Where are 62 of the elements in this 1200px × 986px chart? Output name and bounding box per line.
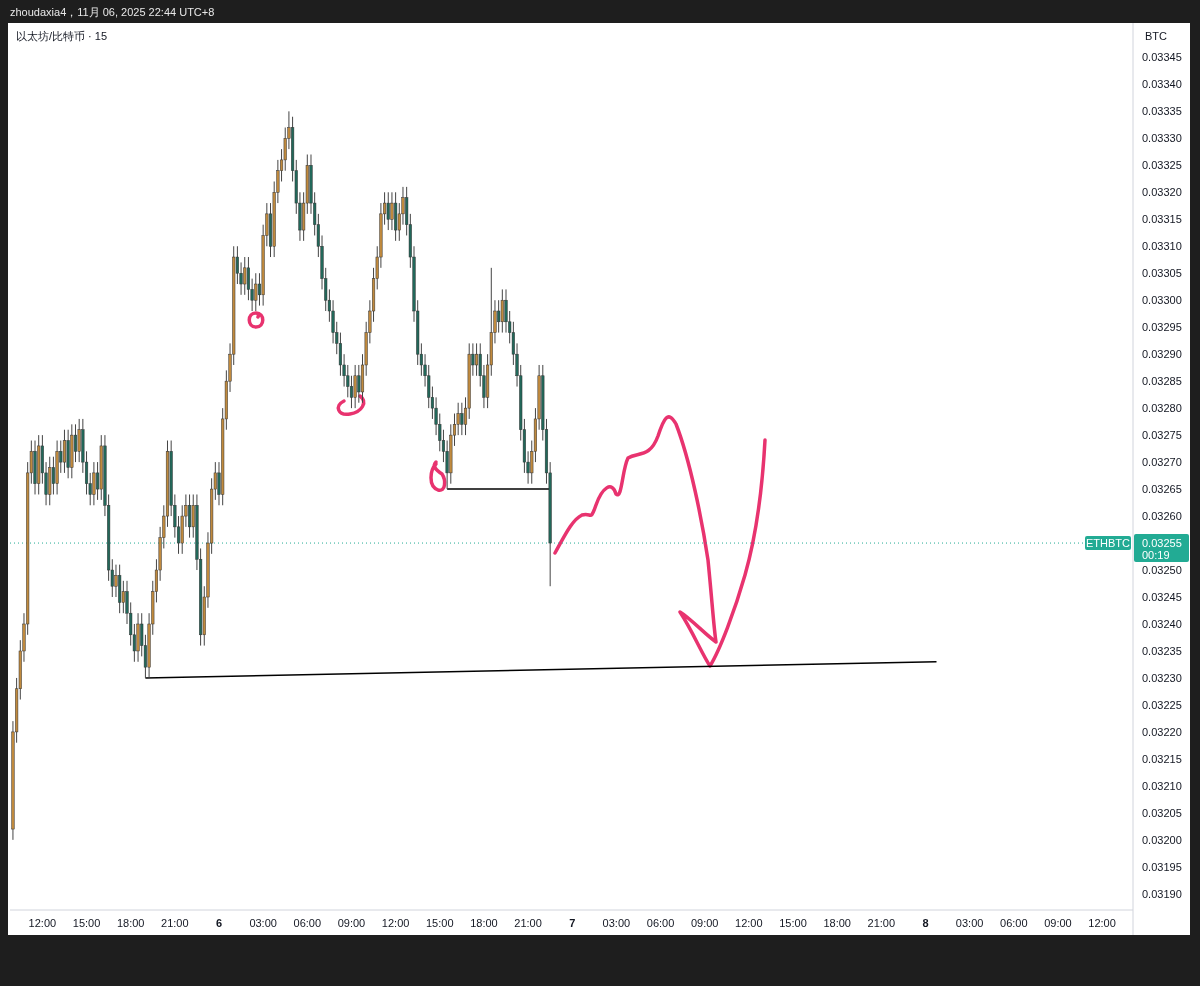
x-tick-label: 8 (922, 917, 929, 929)
x-tick-label: 18:00 (823, 917, 851, 929)
y-tick-label: 0.03205 (1142, 806, 1182, 819)
x-tick-label: 09:00 (337, 917, 366, 929)
x-tick-label: 06:00 (646, 917, 675, 929)
y-tick-label: 0.03195 (1142, 860, 1182, 873)
y-tick-label: 0.03340 (1142, 78, 1182, 91)
y-tick-label: 0.03325 (1142, 159, 1182, 172)
y-tick-label: 0.03225 (1142, 698, 1182, 711)
x-tick-label: 15:00 (779, 917, 807, 929)
y-tick-label: 0.03310 (1142, 240, 1182, 253)
y-tick-label: 0.03210 (1142, 779, 1182, 792)
x-tick-label: 21:00 (514, 917, 542, 929)
text: zhoudaxia4，11月 06, 2025 22:44 UTC+8 (10, 6, 215, 18)
y-tick-label: 0.03295 (1142, 321, 1182, 334)
x-tick-label: 06:00 (293, 917, 322, 929)
y-tick-label: 0.03300 (1142, 294, 1182, 307)
y-tick-label: 0.03345 (1142, 51, 1182, 64)
x-tick-label: 09:00 (1044, 917, 1072, 929)
text: 00:19 (1142, 549, 1170, 562)
x-tick-label: 12:00 (735, 917, 763, 929)
y-tick-label: 0.03190 (1142, 887, 1182, 900)
ref-line-label: ETHBTC (1086, 537, 1131, 550)
y-tick-label: 0.03215 (1142, 752, 1182, 765)
y-tick-label: 0.03290 (1142, 348, 1182, 361)
x-tick-label: 09:00 (690, 917, 719, 929)
y-tick-label: 0.03315 (1142, 213, 1182, 226)
y-tick-label: 0.03260 (1142, 510, 1182, 523)
y-tick-label: 0.03320 (1142, 186, 1182, 199)
y-tick-label: 0.03285 (1142, 375, 1182, 388)
x-tick-label: 06:00 (1000, 917, 1028, 929)
x-tick-label: 03:00 (955, 917, 984, 929)
x-tick-label: 21:00 (867, 917, 896, 929)
y-tick-label: 0.03250 (1142, 564, 1182, 577)
y-tick-label: 0.03235 (1142, 644, 1182, 657)
x-tick-label: 12:00 (1088, 917, 1116, 929)
text: 以太坊/比特币 · 15 (16, 30, 108, 42)
x-tick-label: 03:00 (602, 917, 631, 929)
y-tick-label: 0.03245 (1142, 591, 1182, 604)
y-tick-label: 0.03200 (1142, 833, 1182, 846)
y-tick-label: 0.03265 (1142, 483, 1182, 496)
y-tick-label: 0.03270 (1142, 456, 1182, 469)
x-tick-label: 12:00 (381, 917, 410, 929)
y-tick-label: 0.03280 (1142, 402, 1182, 415)
x-tick-label: 15:00 (426, 917, 454, 929)
y-tick-label: 0.03220 (1142, 725, 1182, 738)
x-tick-label: 7 (569, 917, 576, 929)
y-axis-title: BTC (1145, 30, 1168, 42)
y-tick-label: 0.03230 (1142, 671, 1182, 684)
x-tick-label: 03:00 (249, 917, 277, 929)
y-tick-label: 0.03255 (1142, 537, 1182, 550)
x-tick-label: 18:00 (116, 917, 145, 929)
y-tick-label: 0.03275 (1142, 429, 1182, 442)
y-tick-label: 0.03305 (1142, 267, 1182, 280)
y-tick-label: 0.03335 (1142, 105, 1182, 118)
x-tick-label: 18:00 (470, 917, 498, 929)
x-tick-label: 12:00 (28, 917, 57, 929)
y-tick-label: 0.03240 (1142, 617, 1182, 630)
y-tick-label: 0.03330 (1142, 132, 1182, 145)
x-tick-label: 6 (215, 917, 223, 929)
x-tick-label: 15:00 (72, 917, 101, 929)
x-tick-label: 21:00 (161, 917, 189, 929)
